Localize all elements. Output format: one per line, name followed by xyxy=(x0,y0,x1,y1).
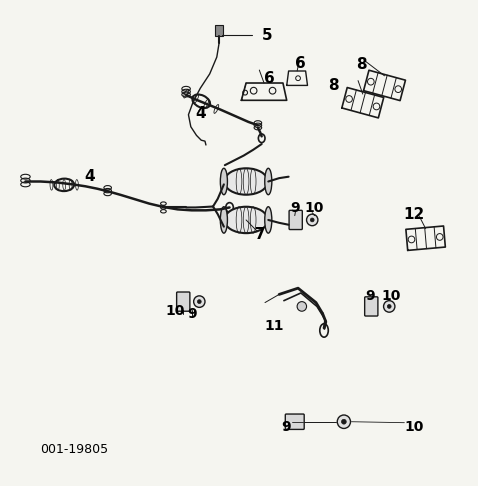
Text: 10: 10 xyxy=(404,419,424,434)
Text: 11: 11 xyxy=(265,319,284,332)
Text: 5: 5 xyxy=(262,28,272,43)
Text: 10: 10 xyxy=(381,289,401,303)
Text: 10: 10 xyxy=(305,201,324,215)
FancyBboxPatch shape xyxy=(177,292,190,311)
Text: 9: 9 xyxy=(290,201,300,215)
Text: 10: 10 xyxy=(165,304,185,318)
Text: 8: 8 xyxy=(328,78,339,93)
Circle shape xyxy=(297,302,306,311)
Circle shape xyxy=(194,296,205,307)
Ellipse shape xyxy=(265,168,272,195)
FancyBboxPatch shape xyxy=(289,210,302,229)
FancyBboxPatch shape xyxy=(285,414,304,430)
Text: 4: 4 xyxy=(195,106,206,121)
Circle shape xyxy=(310,218,314,222)
Bar xyxy=(216,25,223,36)
Text: 4: 4 xyxy=(84,169,95,184)
Text: 001-19805: 001-19805 xyxy=(41,443,109,456)
Text: 9: 9 xyxy=(187,307,196,321)
Text: 7: 7 xyxy=(255,227,266,242)
Ellipse shape xyxy=(224,168,268,195)
Text: 6: 6 xyxy=(264,71,275,86)
Text: 12: 12 xyxy=(403,207,424,222)
Circle shape xyxy=(383,301,395,312)
Ellipse shape xyxy=(220,207,228,233)
Text: 9: 9 xyxy=(282,419,291,434)
Circle shape xyxy=(337,415,350,429)
Circle shape xyxy=(341,419,346,424)
Circle shape xyxy=(387,305,391,308)
Circle shape xyxy=(306,214,318,226)
Text: 9: 9 xyxy=(366,289,375,303)
Text: 6: 6 xyxy=(295,56,306,71)
Circle shape xyxy=(197,300,201,304)
Text: 8: 8 xyxy=(357,57,367,72)
Ellipse shape xyxy=(265,207,272,233)
Ellipse shape xyxy=(224,207,268,233)
FancyBboxPatch shape xyxy=(365,297,378,316)
Ellipse shape xyxy=(220,168,228,195)
